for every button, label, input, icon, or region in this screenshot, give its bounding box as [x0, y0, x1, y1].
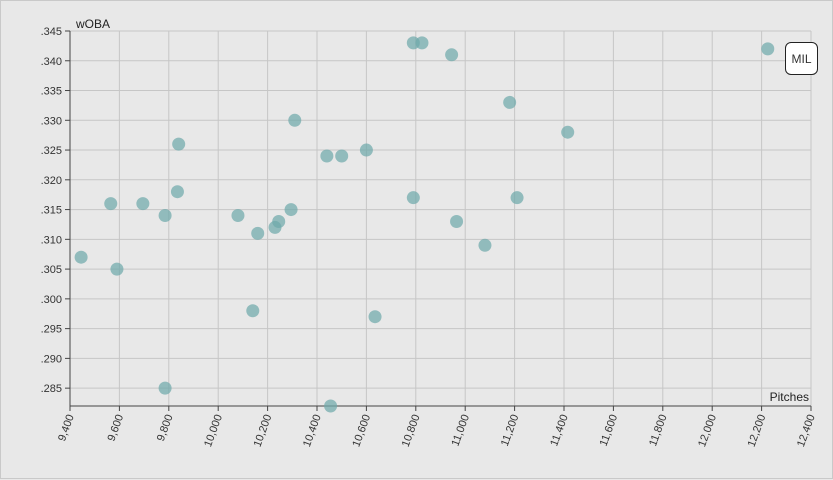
- x-tick-label: 10,400: [301, 413, 324, 449]
- data-point[interactable]: [74, 250, 88, 264]
- data-point[interactable]: [104, 197, 118, 211]
- y-tick-label: .335: [41, 86, 62, 98]
- x-tick-label: 9,600: [106, 413, 127, 443]
- x-tick-label: 11,800: [647, 413, 670, 448]
- x-tick-label: 12,200: [746, 413, 769, 449]
- grid: [69, 30, 812, 406]
- x-tick-label: 9,800: [155, 413, 176, 443]
- data-point[interactable]: [335, 149, 349, 163]
- data-point[interactable]: [288, 113, 302, 127]
- y-tick-label: .305: [41, 264, 62, 276]
- data-point[interactable]: [445, 48, 459, 62]
- x-axis-title: Pitches: [770, 390, 809, 404]
- data-point[interactable]: [246, 304, 260, 318]
- y-tick-label: .290: [41, 353, 62, 365]
- data-point[interactable]: [320, 149, 334, 163]
- data-point[interactable]: [158, 381, 172, 395]
- y-tick-label: .340: [41, 56, 62, 68]
- x-tick-label: 11,400: [548, 413, 571, 448]
- y-tick-label: .315: [41, 205, 62, 217]
- data-point[interactable]: [284, 203, 298, 217]
- y-tick-label: .300: [41, 294, 62, 306]
- x-tick-label: 12,000: [696, 413, 719, 449]
- data-point[interactable]: [561, 125, 575, 139]
- data-point[interactable]: [406, 191, 420, 205]
- data-point[interactable]: [478, 238, 492, 252]
- y-tick-label: .285: [41, 383, 62, 395]
- x-tick-label: 10,600: [350, 413, 373, 449]
- data-point[interactable]: [503, 95, 517, 109]
- data-point[interactable]: [359, 143, 373, 157]
- data-point[interactable]: [415, 36, 429, 50]
- x-tick-label: 9,400: [56, 413, 77, 443]
- x-tick-label: 12,400: [795, 413, 818, 449]
- y-tick-label: .295: [41, 324, 62, 336]
- data-point[interactable]: [324, 399, 338, 413]
- x-tick-label: 10,200: [252, 413, 275, 449]
- data-point[interactable]: [136, 197, 150, 211]
- x-tick-label: 10,000: [202, 413, 225, 449]
- data-point[interactable]: [450, 214, 464, 228]
- y-tick-label: .345: [41, 26, 62, 38]
- y-tick-label: .320: [41, 175, 62, 187]
- data-point[interactable]: [231, 209, 245, 223]
- data-point[interactable]: [158, 209, 172, 223]
- data-point[interactable]: [110, 262, 124, 276]
- axes: 9,400 9,600 9,800 10,000 10,200 10,400 10,600 1…: [41, 26, 818, 449]
- data-point[interactable]: [761, 42, 775, 56]
- data-point[interactable]: [272, 214, 286, 228]
- data-point[interactable]: [170, 185, 184, 199]
- data-point[interactable]: [251, 226, 265, 240]
- y-tick-label: .330: [41, 115, 62, 127]
- y-tick-label: .325: [41, 145, 62, 157]
- team-label-badge: MIL: [785, 42, 818, 75]
- data-point[interactable]: [172, 137, 186, 151]
- x-tick-label: 11,200: [499, 413, 522, 448]
- x-tick-label: 11,600: [598, 413, 621, 448]
- x-tick-label: 11,000: [450, 413, 473, 448]
- data-point[interactable]: [368, 310, 382, 324]
- x-tick-label: 10,800: [400, 413, 423, 449]
- data-points: [74, 36, 775, 413]
- data-point[interactable]: [510, 191, 524, 205]
- y-tick-label: .310: [41, 234, 62, 246]
- y-axis-title: wOBA: [75, 17, 110, 31]
